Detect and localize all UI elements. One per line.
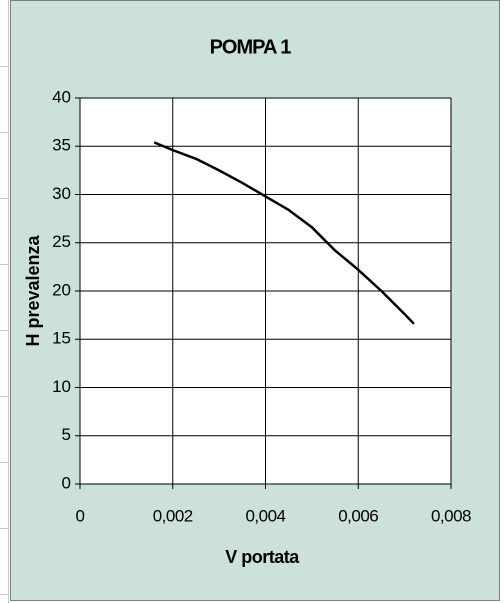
x-tick-label: 0 xyxy=(76,506,85,525)
spreadsheet-grid xyxy=(0,0,9,603)
y-tick-label: 15 xyxy=(52,329,71,348)
y-tick-label: 30 xyxy=(52,184,71,203)
y-tick-label: 0 xyxy=(62,473,71,492)
x-tick-label: 0,004 xyxy=(245,506,285,525)
y-axis-label: H prevalenza xyxy=(23,234,43,346)
y-tick-label: 10 xyxy=(52,377,71,396)
y-tick-label: 20 xyxy=(52,280,71,299)
data-line xyxy=(153,141,415,325)
x-tick-label: 0,002 xyxy=(153,506,193,525)
x-tick-label: 0,006 xyxy=(338,506,378,525)
chart-title: POMPA 1 xyxy=(210,36,292,58)
y-tick-label: 40 xyxy=(52,87,71,106)
y-tick-label: 35 xyxy=(52,136,71,155)
y-tick-label: 5 xyxy=(62,425,71,444)
x-axis-label: V portata xyxy=(225,547,300,567)
x-tick-label: 0,008 xyxy=(431,506,471,525)
y-tick-label: 25 xyxy=(52,232,71,251)
